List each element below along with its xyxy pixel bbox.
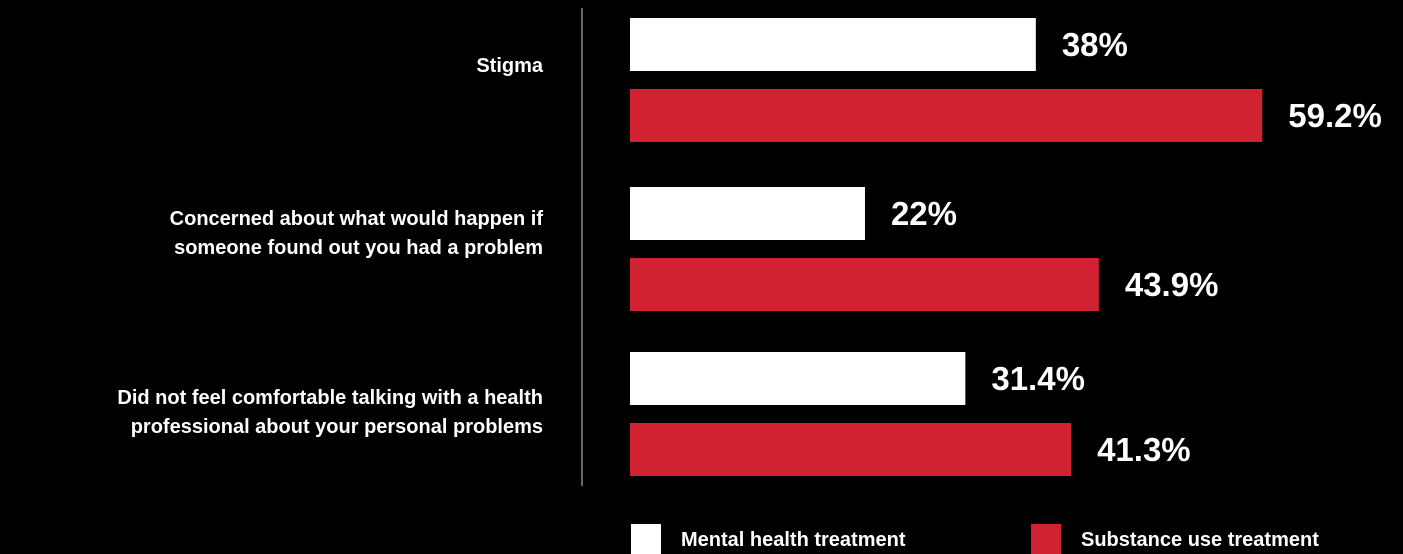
- data-label-substance-use-1: 43.9%: [1125, 266, 1219, 303]
- bars-group: 38% 59.2% 22% 43.9% 31.4% 41.3%: [630, 18, 1382, 476]
- data-label-mental-health-2: 31.4%: [991, 360, 1085, 397]
- category-label-2-line-0: Did not feel comfortable talking with a …: [117, 387, 543, 409]
- data-label-mental-health-1: 22%: [891, 195, 957, 232]
- bar-substance-use-2: [630, 423, 1072, 476]
- bar-mental-health-2: [630, 352, 966, 405]
- category-label-0-line-0: Stigma: [476, 55, 543, 77]
- bar-mental-health-0: [630, 18, 1036, 71]
- category-label-0: Stigma: [0, 52, 543, 81]
- category-label-1-line-0: Concerned about what would happen if: [169, 208, 543, 230]
- bar-substance-use-1: [630, 258, 1099, 311]
- legend-swatch-substance-use: [1031, 524, 1061, 554]
- data-label-mental-health-0: 38%: [1062, 26, 1128, 63]
- category-label-1-line-1: someone found out you had a problem: [174, 237, 543, 259]
- category-label-2: Did not feel comfortable talking with a …: [0, 384, 543, 442]
- legend-label-substance-use: Substance use treatment: [1081, 529, 1319, 551]
- legend-swatch-mental-health: [631, 524, 661, 554]
- data-label-substance-use-2: 41.3%: [1097, 431, 1191, 468]
- category-label-2-line-1: professional about your personal problem…: [130, 416, 543, 438]
- category-label-1: Concerned about what would happen if som…: [0, 205, 543, 263]
- legend-label-mental-health: Mental health treatment: [681, 529, 906, 551]
- data-label-substance-use-0: 59.2%: [1288, 97, 1382, 134]
- bar-mental-health-1: [630, 187, 865, 240]
- bar-substance-use-0: [630, 89, 1263, 142]
